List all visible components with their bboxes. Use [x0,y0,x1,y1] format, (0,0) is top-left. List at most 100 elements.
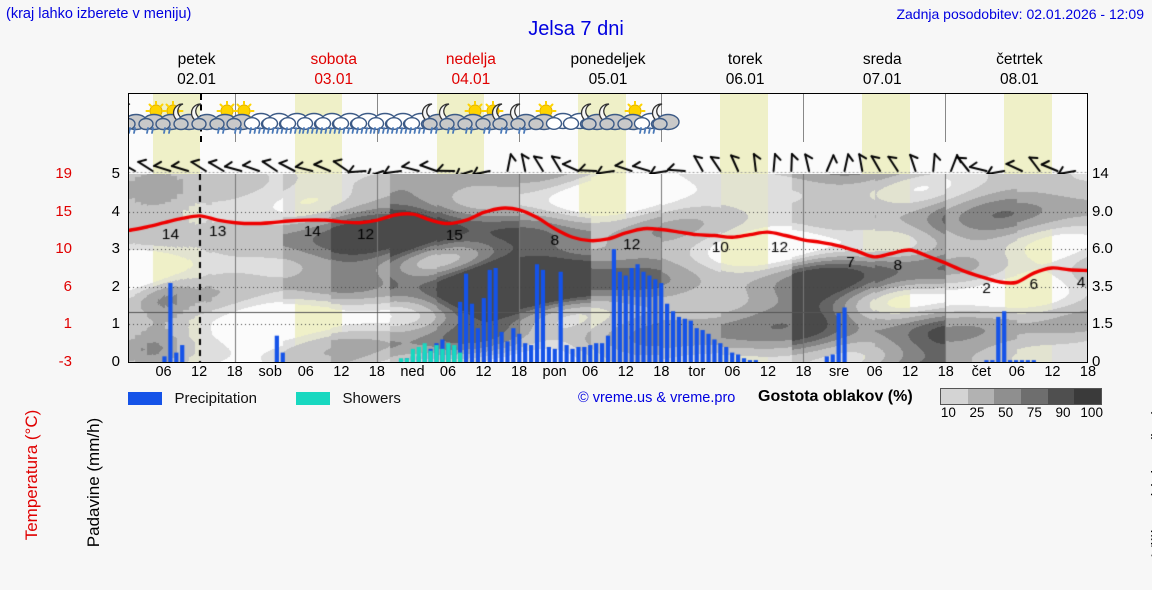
day-header-7: četrtek 08.01 [951,50,1088,92]
cloud-density-gradient [940,388,1102,405]
day-name: nedelja [445,51,496,68]
day-date: 05.01 [588,71,628,88]
cloud-density-step-90 [1047,389,1075,404]
time-tick-13: 06 [582,364,599,380]
day-date: 04.01 [451,71,491,88]
day-name: ponedeljek [570,51,646,68]
showers-legend-label: Showers [342,390,401,408]
wind-barb-canvas [129,142,1087,174]
graph-band [129,174,1087,362]
time-tick-6: 12 [333,364,350,380]
day-header-2: sobota 03.01 [265,50,402,92]
day-name: četrtek [996,51,1043,68]
location-menu-note: (kraj lahko izberete v meniju) [6,6,192,22]
time-tick-16: tor [688,364,706,380]
cloud-density-step-25 [967,389,995,404]
precip-tick-3: 3 [111,240,120,258]
cloud-height-axis-title: Višina oblakov (km) [1126,160,1152,556]
precipitation-axis-title: Padavine (mm/h) [58,160,103,547]
cloud-height-axis-title-text: Višina oblakov (km) [1148,408,1152,557]
time-tick-27: 18 [1079,364,1097,380]
last-update-label: Zadnja posodobitev: 02.01.2026 - 12:09 [896,6,1144,22]
day-separator-5 [803,94,805,142]
night-cloud-icon [187,101,225,135]
cloud-density-label-25: 25 [969,405,985,420]
cloud-density-step-10 [941,389,968,404]
temp-tick-3: 10 [55,240,72,258]
time-tick-25: 06 [1008,364,1025,380]
precipitation-axis-title-text: Padavine (mm/h) [84,417,103,548]
day-header-6: sreda 07.01 [814,50,951,92]
time-tick-5: 06 [297,364,314,380]
cloud-density-scale-labels: 10 25 50 75 90 100 [934,405,1106,420]
cloud-density-label-50: 50 [998,405,1014,420]
cloud-density-step-100 [1074,389,1102,404]
cloud-density-label-90: 90 [1055,405,1071,420]
time-tick-24: čet [971,364,991,380]
legend: Precipitation Showers © vreme.us & vreme… [128,388,1148,432]
time-tick-12: pon [542,364,567,380]
time-tick-17: 06 [724,364,741,380]
daylight-band-7 [1004,94,1052,142]
day-name: sobota [310,51,357,68]
day-date: 06.01 [725,71,765,88]
cloud-tick-5: 1.5 [1092,315,1113,333]
day-name: sreda [862,51,902,68]
time-tick-8: ned [400,364,425,380]
time-tick-14: 12 [617,364,634,380]
cloud-density-legend-title: Gostota oblakov (%) [758,388,913,405]
time-axis-ticks: 06 12 18 sob 06 12 18 ned 06 12 18 pon 06 12 18 tor 06 12… [128,364,1096,384]
day-separator-6 [945,94,947,142]
cloud-density-label-10: 10 [940,405,956,420]
precip-tick-6: 0 [111,353,120,370]
wind-barb-band [129,142,1087,174]
time-tick-1: 06 [155,364,172,380]
day-date: 02.01 [177,71,216,88]
temperature-axis-title: Temperatura (°C) [2,160,41,541]
time-tick-3: 18 [226,364,243,380]
temp-tick-1: 19 [55,165,72,182]
day-header-4: ponedeljek 05.01 [539,50,676,92]
cloud-tick-1: 14 [1092,165,1109,182]
time-tick-7: 18 [368,364,385,380]
time-tick-21: 06 [866,364,883,380]
cloud-tick-3: 6.0 [1092,240,1113,258]
day-date: 07.01 [862,71,902,88]
cloud-density-step-50 [994,389,1022,404]
day-header-5: torek 06.01 [677,50,814,92]
temp-tick-4: 6 [63,277,72,295]
daylight-band-5 [720,94,768,142]
temp-tick-2: 15 [55,202,72,220]
precipitation-legend-label: Precipitation [174,390,257,408]
page-title: Jelsa 7 dni [528,18,624,40]
time-tick-26: 12 [1044,364,1061,380]
meteogram-canvas [129,174,1087,362]
day-date: 08.01 [1000,71,1039,88]
time-tick-10: 12 [475,364,492,380]
day-header-1: petek 02.01 [128,50,265,92]
precip-tick-2: 4 [111,202,120,220]
precip-tick-4: 2 [111,277,120,295]
precipitation-legend-swatch [128,392,162,406]
copyright-link[interactable]: © vreme.us & vreme.pro [578,390,736,406]
weather-icon-night-cloud-rain-icon [435,94,473,142]
cloud-tick-4: 3.5 [1092,277,1113,295]
day-date: 03.01 [314,71,354,88]
time-tick-20: sre [829,364,850,380]
cloud-density-label-75: 75 [1026,405,1042,420]
time-tick-23: 18 [937,364,954,380]
daylight-band-6 [862,94,910,142]
temp-tick-6: -3 [58,353,72,370]
cloud-density-label-100: 100 [1080,405,1103,420]
day-name: petek [177,51,216,68]
precip-tick-1: 5 [111,165,120,182]
day-header-row: petek 02.01 sobota 03.01 nedelja 04.01 ponedel… [128,50,1088,92]
weather-icon-night-cloud-icon [648,94,686,142]
time-tick-15: 18 [653,364,670,380]
cloud-density-step-75 [1021,389,1048,404]
night-cloud-icon [648,101,686,135]
night-cloud-rain-icon [435,101,473,135]
temperature-axis-title-text: Temperatura (°C) [22,409,41,541]
time-tick-9: 06 [439,364,457,380]
cloud-tick-6: 0 [1092,353,1101,370]
